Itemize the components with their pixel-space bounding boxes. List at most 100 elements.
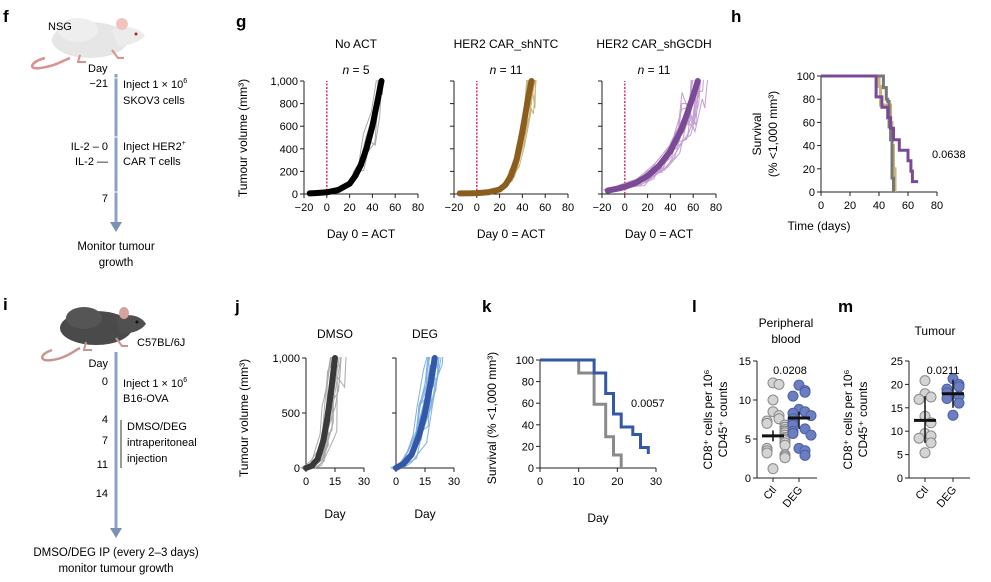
y-tick-label: 60 (803, 117, 815, 129)
chart-title: Tumour (915, 324, 956, 338)
x-tick-label: 80 (412, 202, 424, 214)
chart-title-2: blood (771, 332, 800, 346)
y-axis-label-1: CD8⁺ cells per 10⁶ (701, 369, 715, 469)
chart-j-tumour-growth: 0 500 1,000 0 15 30 DMSO Day 0 15 30 DEG Day Tumour v… (237, 327, 460, 521)
day-minus-21: −21 (89, 78, 108, 90)
x-tick-label: 10 (573, 476, 585, 488)
panel-letter-j: j (234, 297, 240, 316)
mean-growth-curve (393, 355, 438, 471)
x-axis-label: Day 0 = ACT (327, 227, 396, 241)
n-label: n = 11 (490, 63, 523, 77)
x-axis-label: Day (324, 507, 345, 521)
y-axis-label-2: CD45⁺ counts (716, 382, 730, 458)
data-point (805, 429, 817, 441)
x-tick-label: 40 (366, 202, 378, 214)
y-tick-label: 1,000 (270, 76, 298, 88)
y-tick-label: 10 (891, 426, 903, 438)
y-tick-label: 15 (739, 356, 751, 368)
p-value-annotation: 0.0211 (927, 365, 960, 377)
day-7: 7 (102, 193, 108, 205)
y-tick-label: 15 (891, 403, 903, 415)
event-intraperitoneal: intraperitoneal (127, 437, 197, 449)
day-label-i: Day (88, 358, 108, 370)
data-point (947, 409, 959, 421)
x-axis-label: Day (587, 511, 608, 525)
event-inject-skov3: Inject 1 × 106 (123, 78, 187, 91)
subplot-title: HER2 CAR_shGCDH (596, 37, 711, 51)
y-tick-label: 40 (803, 141, 815, 153)
mean-growth-curve (306, 78, 385, 197)
event-skov3-cells: SKOV3 cells (123, 95, 185, 107)
x-tick-label: 80 (710, 202, 722, 214)
y-tick-label: 20 (803, 164, 815, 176)
event-inject-b16: Inject 1 × 106 (123, 377, 187, 390)
data-point (787, 428, 799, 440)
event-b16-ova: B16-OVA (123, 393, 169, 405)
x-tick-label: DEG (781, 484, 806, 510)
x-tick-label: 30 (358, 476, 370, 488)
x-axis-label: Time (days) (788, 219, 851, 233)
x-tick-label: −20 (295, 202, 314, 214)
survival-curve-her2-car-shgcdh (821, 74, 919, 184)
mean-growth-curve (303, 355, 338, 471)
survival-curve-deg (540, 358, 650, 454)
data-point (913, 393, 925, 405)
nsg-mouse-icon (31, 18, 145, 70)
x-tick-label: 15 (419, 476, 431, 488)
x-axis-label: Day 0 = ACT (625, 227, 694, 241)
data-point (773, 378, 785, 390)
x-tick-label: 0 (324, 202, 330, 214)
y-tick-label: 400 (280, 144, 298, 156)
x-tick-label: −20 (445, 202, 464, 214)
y-tick-label: 0 (528, 463, 534, 475)
panel-f: f NSG Day −21 Inject 1 × 106 SKOV3 cells… (3, 7, 187, 269)
data-point (787, 390, 799, 402)
individual-trace (399, 357, 444, 469)
x-tick-label: 40 (873, 200, 885, 212)
data-point (919, 447, 931, 459)
x-tick-label: 20 (844, 200, 856, 212)
event-dmso-deg: DMSO/DEG (127, 421, 187, 433)
event-inject-car-t: Inject HER2+ (123, 140, 186, 153)
y-tick-label: 5 (745, 434, 751, 446)
panel-i: i C57BL/6J Day 0 4 7 11 14 Inject 1 × 10… (3, 295, 199, 575)
y-tick-label: 500 (282, 408, 300, 420)
panel-letter-l: l (692, 297, 697, 316)
chart-title-1: Peripheral (759, 316, 814, 330)
day-label-f: Day (88, 63, 108, 75)
y-tick-label: 20 (522, 441, 534, 453)
data-point (799, 449, 811, 461)
arrow-head-icon (110, 528, 122, 538)
x-tick-label: 15 (329, 476, 341, 488)
endpoint-label-i-2: monitor tumour growth (58, 563, 173, 575)
data-point (925, 437, 937, 449)
data-point (779, 452, 791, 464)
endpoint-label-f-1: Monitor tumour (77, 241, 155, 253)
data-point (919, 375, 931, 387)
x-tick-label: 0 (474, 202, 480, 214)
y-axis-label: Tumour volume (mm³) (236, 79, 250, 197)
x-tick-label: 30 (448, 476, 460, 488)
endpoint-label-f-2: growth (99, 257, 134, 269)
survival-curve-no-act (821, 74, 895, 192)
x-tick-label: 0 (818, 200, 824, 212)
x-tick-label: 0 (393, 476, 399, 488)
data-point (767, 463, 779, 475)
n-label: n = 11 (638, 63, 671, 77)
y-axis-label: Survival (% <1,000 mm³) (485, 352, 499, 484)
data-point (953, 381, 965, 393)
x-tick-label: 0 (303, 476, 309, 488)
x-tick-label: 60 (687, 202, 699, 214)
arrow-head-icon (110, 222, 122, 232)
x-tick-label: Ctl (761, 484, 779, 502)
y-axis-label-2: CD45⁺ counts (856, 382, 870, 458)
panel-letter-f: f (3, 7, 9, 26)
subplot-title: No ACT (335, 37, 378, 51)
individual-trace (402, 357, 442, 469)
day-0: 0 (102, 376, 108, 388)
x-tick-label: 30 (650, 476, 662, 488)
